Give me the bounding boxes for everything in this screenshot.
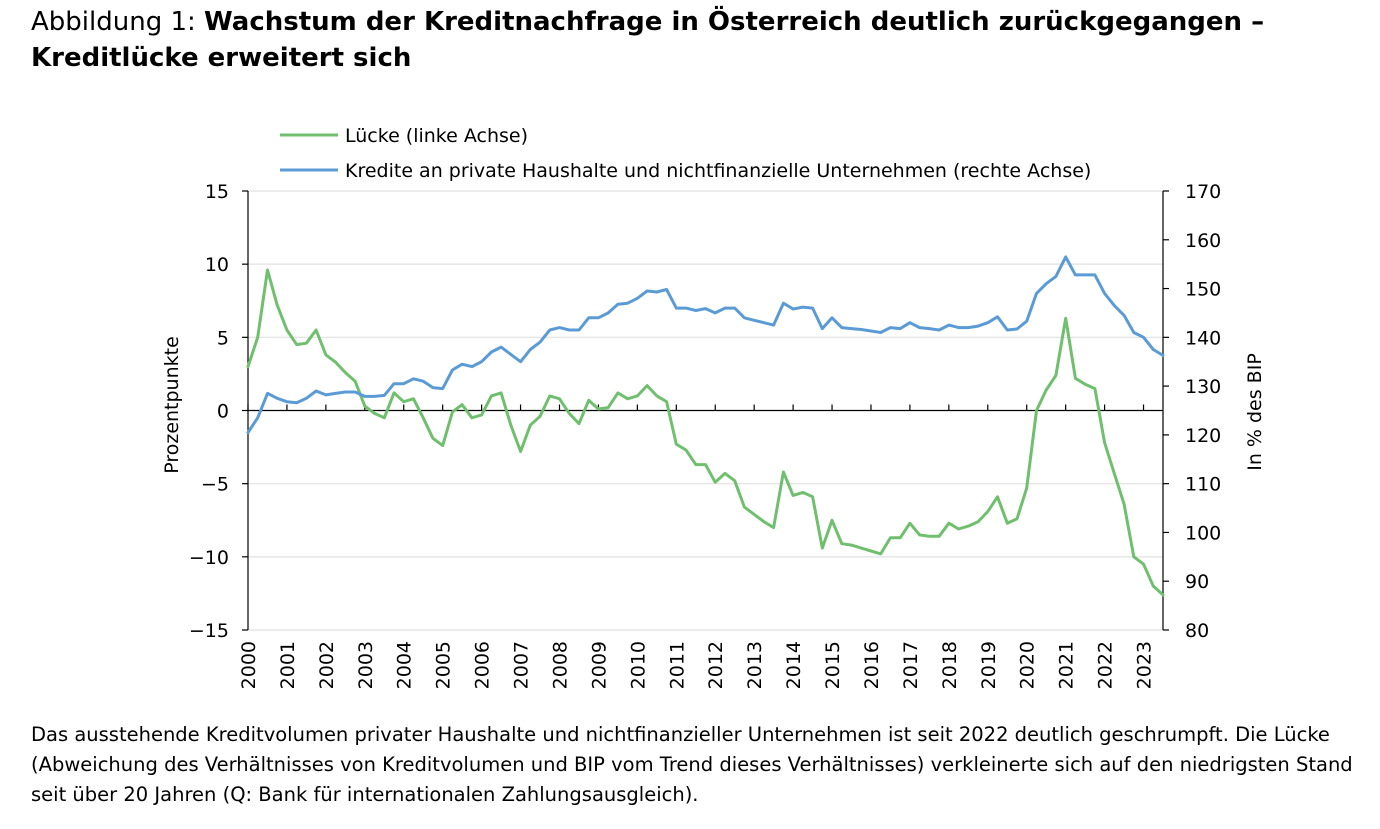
x-tick-label: 2014 xyxy=(783,641,805,689)
x-tick-label: 2001 xyxy=(277,641,299,689)
x-tick-label: 2010 xyxy=(627,641,649,689)
x-tick-label: 2003 xyxy=(355,641,377,689)
y-axis-label-right: In % des BIP xyxy=(1244,353,1266,471)
y-axis-label-left: Prozentpunkte xyxy=(161,336,183,474)
y-tick-label-left: 0 xyxy=(217,401,229,423)
series-lines xyxy=(246,255,1165,597)
x-tick-label: 2009 xyxy=(588,641,610,689)
x-tick-label: 2002 xyxy=(316,641,338,689)
y-tick-label-right: 150 xyxy=(1185,279,1221,301)
y-tick-label-right: 140 xyxy=(1185,327,1221,349)
y-tick-label-right: 100 xyxy=(1185,522,1221,544)
x-tick-label: 2023 xyxy=(1134,641,1156,689)
y-tick-label-left: −10 xyxy=(189,547,229,569)
legend-label: Lücke (linke Achse) xyxy=(345,125,528,147)
gridlines xyxy=(248,190,1163,631)
x-tick-label: 2007 xyxy=(511,641,533,689)
y-tick-label-right: 120 xyxy=(1185,425,1221,447)
x-tick-label: 2018 xyxy=(939,641,961,689)
y-tick-label-right: 90 xyxy=(1185,571,1209,593)
x-tick-label: 2017 xyxy=(900,641,922,689)
x-tick-label: 2008 xyxy=(549,641,571,689)
x-tick-label: 2020 xyxy=(1017,641,1039,689)
y-tick-label-left: −15 xyxy=(189,620,229,642)
x-tick-label: 2000 xyxy=(238,641,260,689)
x-tick-label: 2016 xyxy=(861,641,883,689)
y-tick-label-left: 5 xyxy=(217,327,229,349)
y-tick-label-right: 130 xyxy=(1185,376,1221,398)
y-tick-label-right: 160 xyxy=(1185,230,1221,252)
x-tick-label: 2004 xyxy=(394,641,416,689)
credit-series-line xyxy=(246,255,1165,434)
x-tick-label: 2006 xyxy=(472,641,494,689)
x-tick-label: 2005 xyxy=(433,641,455,689)
figure-title-prefix: Abbildung 1: xyxy=(31,7,205,37)
gap-series-line xyxy=(246,268,1165,597)
figure-caption: Das ausstehende Kreditvolumen privater H… xyxy=(31,723,1353,806)
figure-title-main: Wachstum der Kreditnachfrage in Österrei… xyxy=(31,7,1265,73)
x-tick-label: 2013 xyxy=(744,641,766,689)
x-tick-label: 2022 xyxy=(1095,641,1117,689)
x-tick-label: 2021 xyxy=(1056,641,1078,689)
x-tick-label: 2011 xyxy=(666,641,688,689)
legend-label: Kredite an private Haushalte und nichtfi… xyxy=(345,160,1091,182)
y-tick-label-left: −5 xyxy=(201,474,229,496)
figure-title: Abbildung 1: Wachstum der Kreditnachfrag… xyxy=(31,4,1361,76)
x-tick-label: 2019 xyxy=(978,641,1000,689)
legend: Lücke (linke Achse) Kredite an private Ha… xyxy=(280,125,1091,182)
y-tick-label-left: 10 xyxy=(205,254,229,276)
y-tick-label-right: 80 xyxy=(1185,620,1209,642)
axes: 15 10 5 0 −5 −10 −15 170 160 150 140 130 120 110 100 90… xyxy=(189,181,1221,689)
y-tick-label-right: 110 xyxy=(1185,474,1221,496)
y-tick-label-left: 15 xyxy=(205,181,229,203)
y-tick-label-right: 170 xyxy=(1185,181,1221,203)
x-tick-label: 2015 xyxy=(822,641,844,689)
x-tick-label: 2012 xyxy=(705,641,727,689)
